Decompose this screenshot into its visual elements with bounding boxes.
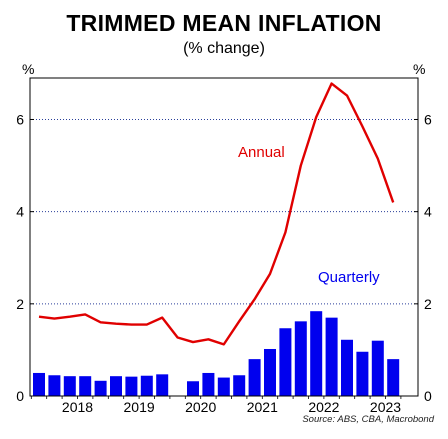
quarterly-bars	[33, 311, 400, 396]
y-unit-left: %	[22, 61, 34, 77]
quarterly-series-label: Quarterly	[318, 269, 380, 286]
chart-title: TRIMMED MEAN INFLATION	[66, 10, 382, 36]
bar-2022-Q4	[341, 339, 353, 396]
bar-2020-Q3	[202, 372, 215, 396]
xtick-label-2023: 2023	[370, 399, 401, 415]
ytick-label-left: 6	[16, 111, 24, 127]
annual-line	[38, 82, 395, 346]
xtick-label-2022: 2022	[308, 399, 339, 415]
y-unit-right: %	[413, 61, 425, 77]
xtick-label-2020: 2020	[185, 399, 216, 415]
bar-2018-Q4	[94, 380, 107, 396]
chart-subtitle: (% change)	[183, 40, 265, 57]
bar-2022-Q3	[325, 317, 338, 396]
plot-border	[29, 77, 419, 397]
bar-2019-Q1	[110, 376, 122, 396]
xtick-label-2019: 2019	[124, 399, 155, 415]
ytick-label-right: 0	[424, 388, 432, 404]
ytick-label-right: 4	[424, 204, 432, 220]
bar-2020-Q2	[187, 381, 199, 396]
bar-2022-Q1	[294, 321, 307, 396]
bar-2018-Q1	[48, 375, 61, 396]
xtick-label-2021: 2021	[247, 399, 278, 415]
bar-2019-Q2	[125, 376, 138, 396]
plot-frame	[29, 77, 419, 397]
bar-2017-Q4	[33, 372, 45, 396]
axis-ticks: 0 0 2 2 4 4 6 6 2018 2019 2020 2021 2022 2023	[16, 111, 432, 415]
bar-2021-Q1	[233, 375, 246, 396]
bar-2023-Q3	[387, 359, 400, 396]
annual-series-label: Annual	[238, 144, 285, 161]
ytick-label-left: 4	[16, 204, 24, 220]
bar-2019-Q3	[140, 375, 153, 396]
xtick-label-2018: 2018	[62, 399, 93, 415]
bar-2019-Q4	[156, 374, 169, 396]
bar-2023-Q2	[371, 340, 384, 396]
ytick-label-right: 6	[424, 111, 432, 127]
annual-line-path	[38, 82, 395, 346]
bar-2023-Q1	[356, 351, 369, 396]
ytick-label-left: 2	[16, 296, 24, 312]
source-note: Source: ABS, CBA, Macrobond	[302, 414, 434, 425]
bar-2018-Q2	[63, 376, 76, 396]
bar-2021-Q3	[264, 348, 276, 396]
bar-2021-Q4	[279, 328, 292, 396]
bar-2020-Q4	[217, 377, 230, 396]
bar-2021-Q2	[248, 359, 261, 396]
bar-2022-Q2	[310, 311, 323, 396]
ytick-label-left: 0	[16, 388, 24, 404]
ytick-label-right: 2	[424, 296, 432, 312]
bar-2018-Q3	[79, 376, 92, 396]
